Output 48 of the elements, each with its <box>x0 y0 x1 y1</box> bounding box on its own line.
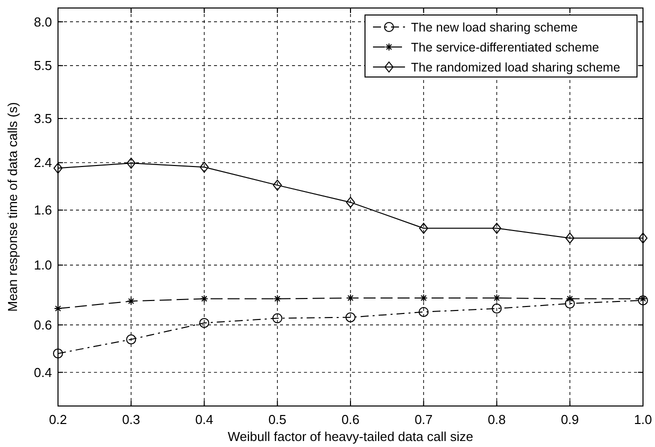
point <box>346 294 354 302</box>
point <box>492 294 501 302</box>
y-tick-label: 0.6 <box>34 317 52 332</box>
x-tick-label: 0.8 <box>488 412 506 427</box>
x-tick-label: 0.2 <box>48 412 68 427</box>
point <box>418 306 429 317</box>
x-tick-label: 0.7 <box>414 412 433 427</box>
x-tick-label: 0.4 <box>195 412 214 427</box>
x-tick-label: 0.6 <box>341 412 360 427</box>
point <box>565 232 574 244</box>
point <box>199 318 210 328</box>
x-tick-label: 0.3 <box>122 412 140 427</box>
point <box>566 294 574 303</box>
point <box>639 294 647 303</box>
legend-label: The service-differentiated scheme <box>411 40 600 54</box>
y-tick-label: 1.0 <box>34 258 52 273</box>
point <box>126 158 136 169</box>
legend-label: The new load sharing scheme <box>411 20 578 34</box>
point <box>638 232 648 244</box>
point <box>272 313 282 324</box>
point <box>492 222 502 234</box>
point <box>54 162 62 174</box>
point <box>638 295 648 306</box>
point <box>492 304 502 314</box>
x-tick-label: 1.0 <box>634 412 652 427</box>
point <box>53 348 63 358</box>
y-tick-label: 0.4 <box>34 364 52 380</box>
legend-label: The randomized load sharing scheme <box>411 60 620 74</box>
point <box>127 297 136 306</box>
point <box>273 294 282 303</box>
y-axis-title: Mean response time of data calls (s) <box>5 102 20 312</box>
point <box>200 162 209 173</box>
x-tick-label: 0.9 <box>560 412 579 427</box>
y-tick-label: 5.5 <box>34 58 52 74</box>
y-tick-label: 8.0 <box>34 14 52 30</box>
x-axis-title: Weibull factor of heavy-tailed data call size <box>228 429 474 444</box>
point <box>200 294 208 303</box>
y-tick-label: 2.4 <box>34 155 52 170</box>
point <box>346 196 355 208</box>
point <box>419 222 428 234</box>
y-tick-label: 3.5 <box>34 111 52 126</box>
point <box>272 180 282 191</box>
point <box>420 294 428 302</box>
point <box>126 334 136 344</box>
y-tick-label: 1.6 <box>34 202 52 218</box>
x-tick-label: 0.5 <box>268 412 286 427</box>
point <box>346 312 356 322</box>
point <box>564 298 575 309</box>
